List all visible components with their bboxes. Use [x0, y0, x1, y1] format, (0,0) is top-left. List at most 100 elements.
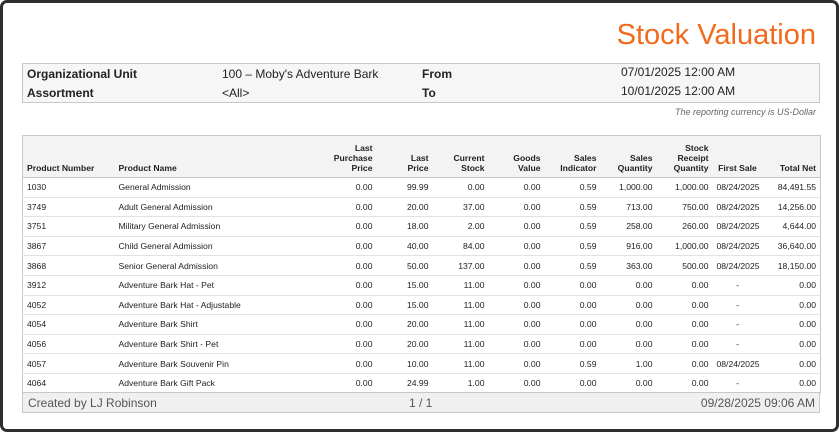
- table-cell: 0.00: [488, 334, 545, 355]
- column-header-text: Goods Value: [513, 153, 541, 173]
- table-cell: 1,000.00: [656, 236, 713, 257]
- table-cell: 0.00: [600, 295, 657, 316]
- table-row: 3751 Military General Admission 0.00 18.00 2…: [22, 216, 821, 237]
- table-cell: 0.00: [600, 275, 657, 296]
- table-cell: Senior General Admission: [114, 255, 321, 276]
- table-cell: 0.00: [320, 216, 377, 237]
- column-header: Sales Indicator: [544, 135, 601, 178]
- table-cell: 84,491.55: [762, 177, 821, 198]
- table-cell: 11.00: [432, 275, 489, 296]
- table-cell: 0.00: [320, 353, 377, 374]
- table-row: 3867 Child General Admission 0.00 40.00 84.0…: [22, 236, 821, 257]
- parameter-box: Organizational Unit 100 – Moby's Adventu…: [22, 63, 820, 103]
- table-cell: 0.00: [320, 236, 377, 257]
- table-cell: 0.00: [544, 314, 601, 335]
- column-header-text: Sales Quantity: [617, 153, 653, 173]
- table-cell: 0.59: [544, 236, 601, 257]
- table-cell: 84.00: [432, 236, 489, 257]
- table-cell: 0.00: [762, 373, 821, 394]
- table-cell: 0.59: [544, 353, 601, 374]
- currency-note: The reporting currency is US-Dollar: [674, 107, 816, 117]
- table-cell: 0.00: [656, 275, 713, 296]
- table-cell: -: [712, 275, 763, 296]
- table-cell: 0.00: [762, 353, 821, 374]
- table-cell: 4056: [22, 334, 115, 355]
- column-header: Product Name: [114, 135, 321, 178]
- table-cell: 0.00: [320, 275, 377, 296]
- table-cell: 0.00: [656, 353, 713, 374]
- column-header-text: Last Price: [407, 153, 429, 173]
- table-cell: 3867: [22, 236, 115, 257]
- table-cell: 4,644.00: [762, 216, 821, 237]
- table-cell: 0.59: [544, 177, 601, 198]
- field-label: Assortment: [27, 86, 94, 100]
- field-label: From: [422, 67, 452, 81]
- table-cell: General Admission: [114, 177, 321, 198]
- table-cell: Adventure Bark Shirt: [114, 314, 321, 335]
- table-row: 4052 Adventure Bark Hat - Adjustable 0.00 1…: [22, 295, 821, 316]
- table-cell: 1030: [22, 177, 115, 198]
- table-cell: 0.00: [320, 177, 377, 198]
- table-cell: 0.00: [656, 314, 713, 335]
- table-cell: 0.00: [488, 295, 545, 316]
- column-header: Last Purchase Price: [320, 135, 377, 178]
- table-cell: 363.00: [600, 255, 657, 276]
- table-cell: 0.00: [544, 373, 601, 394]
- table-cell: 15.00: [376, 275, 433, 296]
- table-cell: 50.00: [376, 255, 433, 276]
- table-cell: 3751: [22, 216, 115, 237]
- table-cell: 0.00: [544, 334, 601, 355]
- column-header: Goods Value: [488, 135, 545, 178]
- table-cell: 20.00: [376, 197, 433, 218]
- table-cell: 0.00: [600, 314, 657, 335]
- table-cell: 0.59: [544, 216, 601, 237]
- table-cell: 37.00: [432, 197, 489, 218]
- field-value: <All>: [222, 86, 250, 100]
- table-row: 4056 Adventure Bark Shirt - Pet 0.00 20.00 1…: [22, 334, 821, 355]
- table-cell: 4057: [22, 353, 115, 374]
- table-cell: 08/24/2025: [712, 255, 763, 276]
- footer: Created by LJ Robinson 1 / 1 09/28/2025 …: [22, 392, 820, 413]
- table-cell: 1.00: [432, 373, 489, 394]
- table-cell: 0.00: [762, 275, 821, 296]
- table-cell: 3912: [22, 275, 115, 296]
- table-cell: 0.00: [656, 334, 713, 355]
- table-cell: 0.00: [544, 275, 601, 296]
- table-cell: 0.00: [488, 236, 545, 257]
- report-title: Stock Valuation: [616, 19, 816, 51]
- table-cell: 08/24/2025: [712, 216, 763, 237]
- table-cell: 36,640.00: [762, 236, 821, 257]
- table-cell: 1,000.00: [600, 177, 657, 198]
- table-row: 3868 Senior General Admission 0.00 50.00 137…: [22, 255, 821, 276]
- table-cell: 11.00: [432, 295, 489, 316]
- table-cell: -: [712, 295, 763, 316]
- table-cell: 0.00: [762, 314, 821, 335]
- table-cell: Adventure Bark Hat - Pet: [114, 275, 321, 296]
- column-header: First Sale: [712, 135, 763, 178]
- table-cell: 0.00: [762, 334, 821, 355]
- table-cell: 0.00: [320, 197, 377, 218]
- table-cell: 0.00: [320, 255, 377, 276]
- column-header: Total Net: [762, 135, 821, 178]
- timestamp: 09/28/2025 09:06 AM: [700, 396, 815, 410]
- table-cell: 14,256.00: [762, 197, 821, 218]
- table-cell: 0.00: [320, 334, 377, 355]
- column-header-text: Last Purchase Price: [333, 143, 373, 173]
- table-cell: 08/24/2025: [712, 177, 763, 198]
- table-cell: 0.00: [600, 334, 657, 355]
- table-cell: 916.00: [600, 236, 657, 257]
- table-cell: 0.00: [488, 373, 545, 394]
- table-cell: 0.00: [488, 275, 545, 296]
- stock-table: Product Number Product Name Last Purchase …: [22, 135, 821, 394]
- field-value: 100 – Moby's Adventure Bark: [222, 67, 379, 81]
- table-cell: 0.59: [544, 197, 601, 218]
- table-cell: 713.00: [600, 197, 657, 218]
- table-cell: 0.00: [656, 295, 713, 316]
- table-cell: 0.00: [320, 314, 377, 335]
- table-cell: 10.00: [376, 353, 433, 374]
- table-cell: 0.00: [762, 295, 821, 316]
- table-cell: 1.00: [600, 353, 657, 374]
- table-cell: 18.00: [376, 216, 433, 237]
- table-cell: 500.00: [656, 255, 713, 276]
